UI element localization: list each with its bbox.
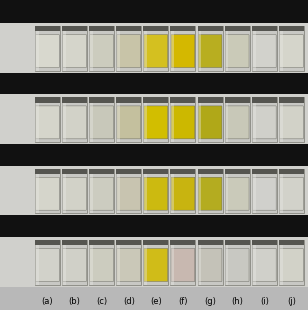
Text: (e): (e) bbox=[150, 297, 162, 306]
Text: (b): (b) bbox=[69, 297, 80, 306]
Text: (C): (C) bbox=[9, 186, 22, 195]
Text: (i): (i) bbox=[260, 297, 269, 306]
Text: (A): (A) bbox=[9, 43, 22, 52]
Text: (B): (B) bbox=[9, 115, 22, 124]
Text: (a): (a) bbox=[42, 297, 53, 306]
Text: (c): (c) bbox=[96, 297, 107, 306]
Text: (d): (d) bbox=[123, 297, 135, 306]
Text: (D): (D) bbox=[8, 257, 22, 266]
Text: (f): (f) bbox=[178, 297, 188, 306]
Text: (j): (j) bbox=[287, 297, 296, 306]
Text: (g): (g) bbox=[204, 297, 216, 306]
Text: (h): (h) bbox=[231, 297, 243, 306]
